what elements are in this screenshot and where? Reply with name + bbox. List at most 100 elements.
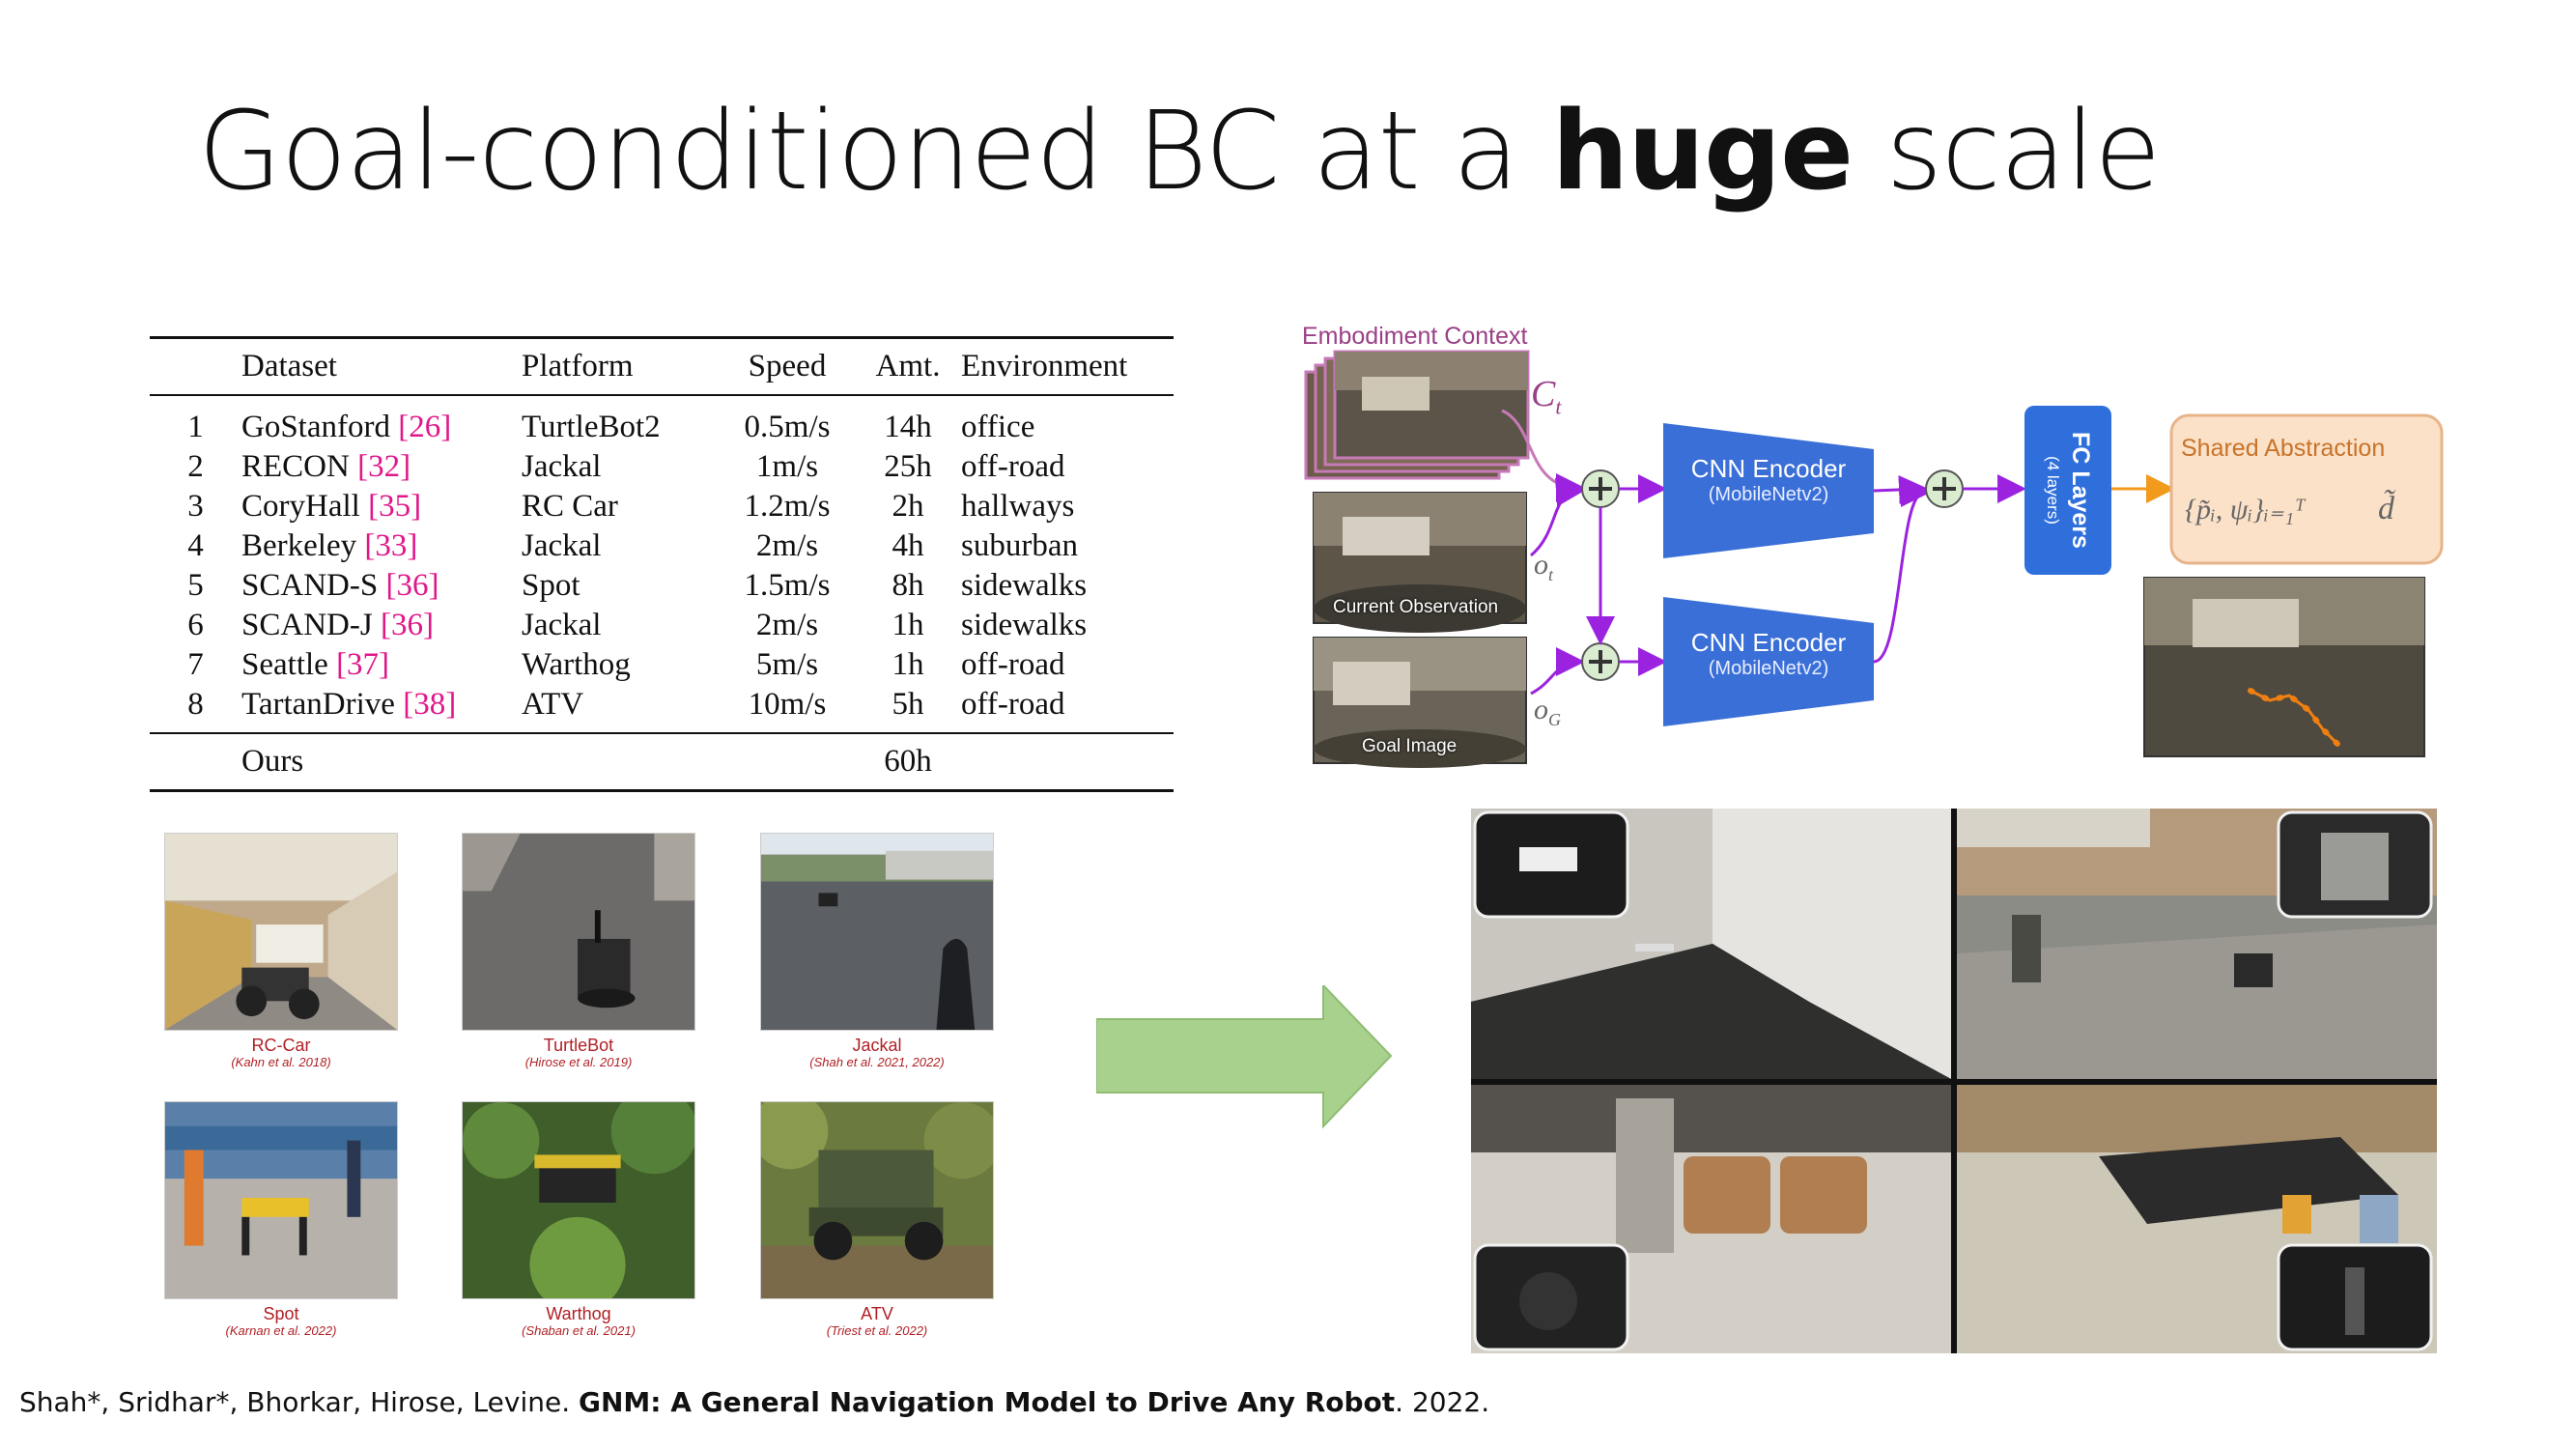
multi-robot-collage [1471, 809, 2437, 1353]
collage-lobby-scene [1471, 1085, 1951, 1353]
robot-caption-rc-car: RC-Car (Kahn et al. 2018) [136, 1036, 426, 1070]
turtlebot-photo [462, 833, 695, 1031]
dataset-table: Dataset Platform Speed Amt. Environment … [150, 336, 1174, 792]
col-header-speed: Speed [748, 349, 827, 384]
citation-ref: [38] [403, 687, 457, 722]
citation-ref: [32] [357, 449, 411, 484]
output-trajectory-image [2143, 577, 2425, 757]
architecture-graphics [1304, 350, 2444, 768]
context-image-stack [1304, 350, 1530, 480]
amount: 1h [892, 608, 924, 642]
citation-ref: [36] [385, 568, 439, 603]
fc-layers-label: FC Layers (4 layers) [2043, 432, 2094, 549]
col-header-environment: Environment [961, 349, 1128, 384]
platform: TurtleBot2 [522, 410, 661, 444]
environment: off-road [961, 449, 1065, 484]
amount: 2h [892, 489, 924, 524]
environment: office [961, 410, 1035, 444]
amount: 14h [884, 410, 932, 444]
amount: 25h [884, 449, 932, 484]
dataset-label: Berkeley [241, 528, 357, 563]
col-header-amount: Amt. [875, 349, 941, 384]
goal-image [1313, 637, 1527, 768]
row-index: 5 [187, 568, 204, 603]
row-index: 1 [187, 410, 204, 444]
platform: RC Car [522, 489, 618, 524]
robot-caption-jackal: Jackal (Shah et al. 2021, 2022) [732, 1036, 1022, 1070]
cnn-encoder-top [1663, 423, 1874, 558]
citation-paper: GNM: A General Navigation Model to Drive… [579, 1386, 1396, 1418]
speed: 2m/s [755, 608, 819, 642]
table-total-row: Ours 60h [150, 733, 1174, 791]
row-index: 6 [187, 608, 204, 642]
title-text: Goal-conditioned BC at a [198, 89, 1552, 214]
collage-drone-scene [1471, 809, 1951, 1079]
cnn-encoder-bottom [1663, 597, 1874, 726]
citation-ref: [37] [336, 647, 390, 682]
observation-symbol: ot [1534, 549, 1554, 584]
collage-conference-scene [1957, 1085, 2437, 1353]
plus-node-bottom [1581, 642, 1620, 681]
environment: off-road [961, 687, 1065, 722]
robot-ref: (Shaban et al. 2021) [522, 1323, 636, 1338]
robot-ref: (Karnan et al. 2022) [225, 1323, 337, 1338]
robot-ref: (Shah et al. 2021, 2022) [809, 1055, 945, 1069]
robot-name: RC-Car [251, 1036, 311, 1055]
row-index: 8 [187, 687, 204, 722]
environment: off-road [961, 647, 1065, 682]
rc-car-photo [164, 833, 398, 1031]
robot-ref: (Hirose et al. 2019) [524, 1055, 633, 1069]
citation-ref: [35] [368, 489, 422, 524]
table-row: 8 TartanDrive [38] ATV 10m/s 5h off-road [150, 685, 1174, 733]
table-body: 1 GoStanford [26] TurtleBot2 0.5m/s 14h offic… [150, 395, 1174, 733]
robot-ref: (Kahn et al. 2018) [231, 1055, 331, 1069]
amount: 1h [892, 647, 924, 682]
plus-node-merge [1925, 469, 1964, 508]
citation-ref: [26] [398, 410, 452, 444]
dataset-label: TartanDrive [241, 687, 395, 722]
dataset-name: TartanDrive [38] [241, 685, 522, 733]
dataset-name: SCAND-S [36] [241, 566, 522, 606]
table-row: 7 Seattle [37] Warthog 5m/s 1h off-road [150, 645, 1174, 685]
platform: Warthog [522, 647, 631, 682]
slide-title: Goal-conditioned BC at a huge scale [198, 89, 2161, 214]
dataset-name: GoStanford [26] [241, 395, 522, 447]
table-row: 3 CoryHall [35] RC Car 1.2m/s 2h hallways [150, 487, 1174, 526]
table-header-row: Dataset Platform Speed Amt. Environment [150, 337, 1174, 395]
collage-jackal-scene [1957, 809, 2437, 1079]
dataset-label: CoryHall [241, 489, 360, 524]
title-emphasis: huge [1551, 89, 1854, 214]
platform: Jackal [522, 608, 602, 642]
embodiment-context-label: Embodiment Context [1302, 323, 1528, 350]
speed: 10m/s [748, 687, 827, 722]
observation-arrow [1530, 477, 1585, 557]
goal-arrow [1530, 647, 1585, 696]
environment: hallways [961, 489, 1075, 524]
dataset-label: GoStanford [241, 410, 390, 444]
total-label: Ours [241, 744, 304, 779]
dataset-name: Berkeley [33] [241, 526, 522, 566]
robot-caption-atv: ATV (Triest et al. 2022) [732, 1304, 1022, 1339]
dataset-name: RECON [32] [241, 447, 522, 487]
distance-symbol: d̃ [2378, 491, 2394, 526]
robot-name: Spot [263, 1304, 299, 1323]
current-observation-image [1313, 492, 1527, 633]
environment: sidewalks [961, 568, 1088, 603]
col-header-dataset: Dataset [241, 349, 337, 384]
row-index: 2 [187, 449, 204, 484]
waypoint-formula: {p̃ᵢ, ψᵢ}ᵢ₌₁ᵀ [2185, 494, 2306, 526]
dataset-label: SCAND-J [241, 608, 373, 642]
row-index: 7 [187, 647, 204, 682]
table-row: 5 SCAND-S [36] Spot 1.5m/s 8h sidewalks [150, 566, 1174, 606]
citation-year: . 2022. [1395, 1386, 1490, 1418]
speed: 1.2m/s [744, 489, 831, 524]
robot-name: ATV [861, 1304, 893, 1323]
amount: 4h [892, 528, 924, 563]
speed: 5m/s [755, 647, 819, 682]
total-amount: 60h [884, 744, 932, 779]
context-symbol: Ct [1531, 374, 1562, 419]
robot-name: Jackal [852, 1036, 902, 1055]
atv-photo [760, 1101, 994, 1299]
dataset-name: SCAND-J [36] [241, 606, 522, 645]
right-arrow-icon [1096, 985, 1393, 1129]
